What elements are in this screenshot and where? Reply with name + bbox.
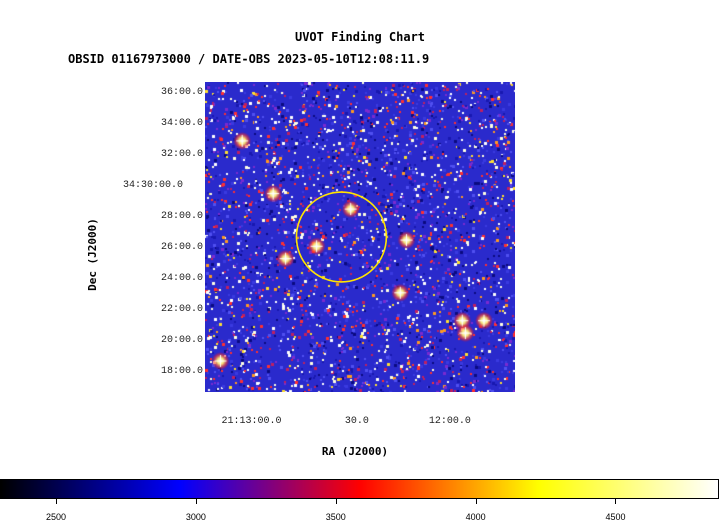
colorbar-tick-mark — [475, 499, 477, 504]
dec-tick-label: 34:00.0 — [160, 117, 203, 129]
ra-tick-label: 12:00.0 — [428, 416, 471, 427]
colorbar-gradient — [0, 479, 719, 499]
dec-tick-label: 24:00.0 — [160, 272, 203, 284]
colorbar-tick-label: 3000 — [185, 512, 206, 522]
ra-tick-label: 30.0 — [344, 416, 369, 427]
dec-tick-label: 22:00.0 — [160, 303, 203, 315]
chart-title: UVOT Finding Chart — [294, 30, 426, 44]
dec-tick-label: 18:00.0 — [160, 365, 203, 377]
y-axis-label: Dec (J2000) — [85, 218, 99, 291]
dec-tick-label: 26:00.0 — [160, 241, 203, 253]
colorbar-tick-mark — [55, 499, 57, 504]
colorbar-tick-mark — [195, 499, 197, 504]
source-region-circle[interactable] — [295, 191, 388, 283]
dec-tick-label: 32:00.0 — [160, 148, 203, 160]
chart-subtitle: OBSID 01167973000 / DATE-OBS 2023-05-10T… — [68, 52, 430, 66]
colorbar-tick-label: 4000 — [465, 512, 486, 522]
colorbar-tick-label: 3500 — [325, 512, 346, 522]
x-axis-label: RA (J2000) — [321, 445, 389, 458]
colorbar-tick-label: 4500 — [605, 512, 626, 522]
dec-tick-label: 28:00.0 — [160, 210, 203, 222]
ra-tick-label: 21:13:00.0 — [221, 416, 282, 427]
dec-tick-label: 34:30:00.0 — [122, 179, 183, 191]
colorbar-tick-label: 2500 — [45, 512, 66, 522]
sky-image[interactable] — [205, 82, 515, 392]
sky-image-canvas — [205, 82, 515, 392]
region-overlay — [295, 191, 388, 283]
colorbar-tick-mark — [615, 499, 617, 504]
dec-tick-label: 36:00.0 — [160, 86, 203, 98]
dec-tick-label: 20:00.0 — [160, 334, 203, 346]
colorbar-tick-mark — [335, 499, 337, 504]
colorbar — [0, 479, 720, 501]
